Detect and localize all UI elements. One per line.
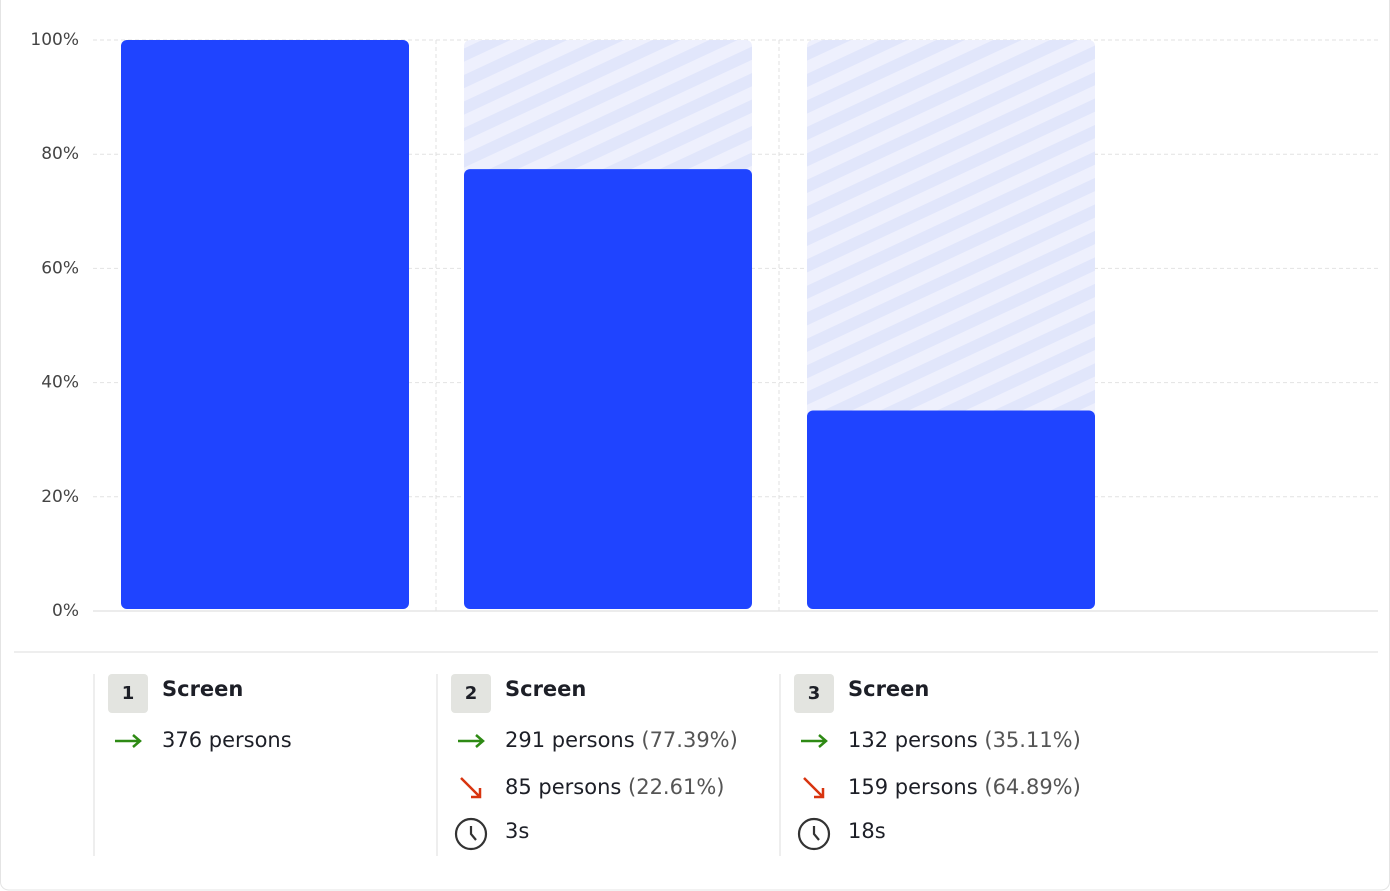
dropped: 159 persons (64.89%)	[848, 775, 1081, 799]
converted-rate: (77.39%)	[641, 728, 737, 752]
y-tick-label: 40%	[41, 373, 79, 393]
step-number: 2	[465, 683, 478, 704]
step-badge	[108, 674, 148, 713]
y-tick-label: 100%	[30, 30, 79, 50]
avg-time: 3s	[505, 819, 529, 843]
step-number: 3	[808, 683, 821, 704]
step-name: Screen	[162, 677, 243, 701]
time-icon	[797, 817, 831, 851]
converted: 291 persons (77.39%)	[505, 728, 738, 752]
converted-rate: (35.11%)	[984, 728, 1080, 752]
y-tick-label: 20%	[41, 487, 79, 507]
dropped-count: 85 persons	[505, 775, 621, 799]
bar	[807, 410, 1095, 609]
step-number: 1	[122, 683, 135, 704]
dropped-rate: (64.89%)	[984, 775, 1080, 799]
bar	[464, 169, 752, 610]
time-icon	[454, 817, 488, 851]
step-badge	[794, 674, 834, 713]
y-tick-label: 0%	[52, 601, 79, 621]
dropped: 85 persons (22.61%)	[505, 775, 724, 799]
converted-icon	[801, 734, 828, 748]
bar	[121, 40, 409, 609]
y-tick-label: 60%	[41, 258, 79, 278]
converted-count: 132 persons	[848, 728, 978, 752]
converted: 132 persons (35.11%)	[848, 728, 1081, 752]
converted: 376 persons	[162, 728, 292, 752]
avg-time: 18s	[848, 819, 886, 843]
converted-count: 376 persons	[162, 728, 292, 752]
converted-icon	[458, 734, 485, 748]
time-icon-hands	[812, 826, 820, 841]
converted-icon	[115, 734, 142, 748]
step-badge	[451, 674, 491, 713]
step-name: Screen	[848, 677, 929, 701]
dropped-count: 159 persons	[848, 775, 978, 799]
dropped-icon	[460, 777, 482, 799]
dropped-icon	[803, 777, 825, 799]
step-name: Screen	[505, 677, 586, 701]
dropped-rate: (22.61%)	[628, 775, 724, 799]
converted-count: 291 persons	[505, 728, 635, 752]
time-icon-hands	[469, 826, 477, 841]
y-tick-label: 80%	[41, 144, 79, 164]
